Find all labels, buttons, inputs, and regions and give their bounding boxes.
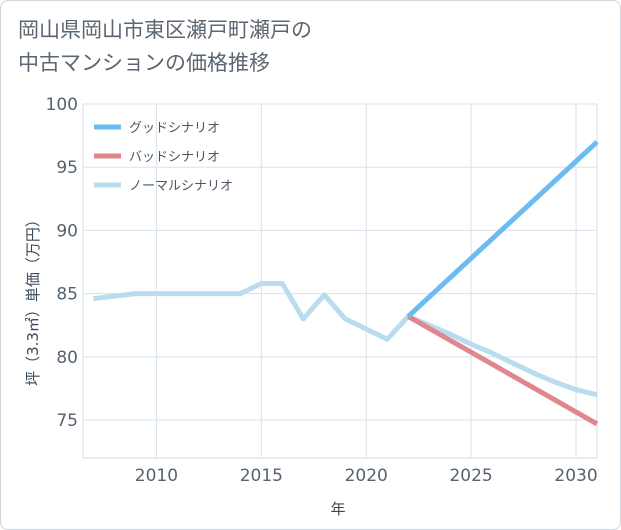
x-tick-label-2025: 2025	[449, 466, 492, 486]
x-tick-label-2030: 2030	[554, 466, 597, 486]
series-line-1	[406, 314, 599, 427]
x-tick-label-2010: 2010	[135, 466, 178, 486]
chart-title-line2: 中古マンションの価格推移	[18, 51, 270, 75]
y-tick-label-95: 95	[56, 158, 78, 178]
x-tick-label-2020: 2020	[345, 466, 388, 486]
y-axis-label: 坪（3.3㎡）単価（万円）	[24, 212, 42, 386]
y-tick-label-85: 85	[56, 285, 78, 305]
x-tick-label-2015: 2015	[240, 466, 283, 486]
x-axis-label: 年	[330, 500, 345, 518]
legend-label-2: ノーマルシナリオ	[129, 179, 233, 194]
chart-title-line1: 岡山県岡山市東区瀬戸町瀬戸の	[18, 18, 312, 42]
plot-area	[82, 103, 598, 459]
y-tick-label-80: 80	[56, 348, 78, 368]
series-line-2	[93, 281, 598, 398]
legend-label-1: バッドシナリオ	[129, 150, 220, 165]
chart-title: 岡山県岡山市東区瀬戸町瀬戸の 中古マンションの価格推移	[18, 14, 578, 80]
y-tick-label-90: 90	[56, 221, 78, 241]
legend-label-0: グッドシナリオ	[129, 121, 220, 136]
y-tick-label-100: 100	[46, 95, 78, 115]
y-tick-label-75: 75	[56, 411, 78, 431]
series-line-0	[406, 140, 599, 319]
